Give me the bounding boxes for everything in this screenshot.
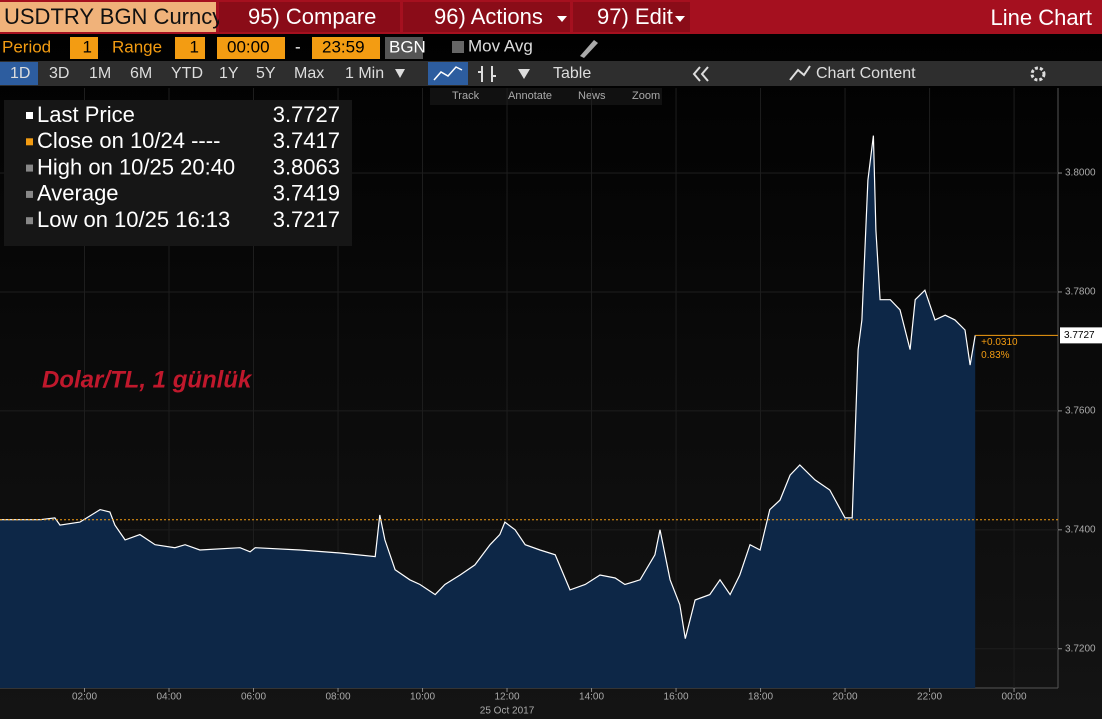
input-value: 00:00 — [227, 37, 270, 56]
y-tick-label: 3.7400 — [1065, 524, 1096, 535]
area — [0, 135, 976, 689]
legend-icon — [26, 164, 33, 172]
legend-icon — [26, 190, 33, 198]
change-pct-label: 0.83% — [981, 350, 1009, 361]
x-tick-label: 08:00 — [326, 692, 351, 703]
legend-value: 3.7419 — [273, 181, 340, 206]
menu: 96) Actions — [434, 4, 543, 29]
dropdown-icon — [395, 69, 405, 78]
last-price-label: 3.7727 — [1064, 330, 1095, 341]
legend-value: 3.7217 — [273, 207, 340, 232]
range-button[interactable]: 3D — [49, 65, 69, 82]
x-tick-label: 22:00 — [917, 692, 942, 703]
y-tick-label: 3.7600 — [1065, 406, 1096, 417]
range-button[interactable]: Max — [294, 65, 324, 82]
input-value: BGN — [389, 37, 426, 56]
label: Mov Avg — [468, 36, 533, 55]
checkbox[interactable] — [452, 41, 464, 53]
x-tick-label: 00:00 — [1002, 692, 1027, 703]
tool[interactable]: Annotate — [508, 90, 552, 102]
legend-name: Last Price — [37, 102, 135, 127]
legend-icon — [26, 112, 33, 119]
legend-value: 3.7417 — [273, 128, 340, 153]
collapse-icon[interactable] — [692, 66, 709, 82]
legend-value: 3.7727 — [273, 102, 340, 127]
legend-name: High on 10/25 20:40 — [37, 154, 235, 179]
x-tick-label: 16:00 — [664, 692, 689, 703]
table-button[interactable]: Table — [553, 65, 591, 82]
y-tick-label: 3.7800 — [1065, 287, 1096, 298]
menu-compare[interactable] — [219, 2, 400, 32]
input[interactable] — [312, 37, 380, 59]
input[interactable] — [70, 37, 98, 59]
annotation: Dolar/TL, 1 günlük — [42, 366, 253, 393]
input-value: 1 — [190, 37, 199, 56]
chart-content-icon — [789, 65, 811, 81]
x-tick-label: 18:00 — [748, 692, 773, 703]
input[interactable] — [217, 37, 285, 59]
dropdown-icon — [675, 16, 685, 22]
menu: 95) Compare — [248, 4, 376, 29]
label: Range — [112, 37, 162, 56]
chart-type-selected[interactable] — [428, 62, 468, 85]
tool[interactable]: Zoom — [632, 90, 660, 102]
change-label: +0.0310 — [981, 337, 1018, 348]
legend-name: Low on 10/25 16:13 — [37, 207, 230, 232]
x-tick-label: 20:00 — [833, 692, 858, 703]
gear-icon[interactable] — [1030, 66, 1046, 82]
input-value: 23:59 — [322, 37, 365, 56]
x-tick-label: 14:00 — [579, 692, 604, 703]
chart-content-button[interactable]: Chart Content — [816, 65, 916, 82]
view-name: Line Chart — [990, 5, 1092, 30]
range-selected[interactable] — [0, 62, 38, 85]
legend-value: 3.8063 — [273, 154, 340, 179]
x-tick-label: 12:00 — [495, 692, 520, 703]
x-axis-title: 25 Oct 2017 — [480, 706, 535, 717]
range-button[interactable]: 5Y — [256, 65, 276, 82]
line-icon — [433, 66, 463, 81]
last-price-box — [1060, 327, 1102, 344]
security: USDTRY BGN Curncy — [4, 4, 223, 29]
legend-box — [4, 100, 352, 246]
y-tick-label: 3.8000 — [1065, 168, 1096, 179]
security-box[interactable] — [0, 2, 216, 32]
legend-name: Average — [37, 181, 119, 206]
y-tick-label: 3.7200 — [1065, 643, 1096, 654]
input[interactable] — [385, 37, 423, 59]
x-tick-label: 10:00 — [410, 692, 435, 703]
bar-icon[interactable] — [478, 66, 496, 82]
price-line — [0, 135, 976, 639]
tool[interactable]: Track — [452, 90, 480, 102]
input[interactable] — [175, 37, 205, 59]
label: Period — [2, 37, 51, 56]
range-button[interactable]: YTD — [171, 65, 203, 82]
toolbar — [0, 61, 1102, 86]
range-button[interactable]: 6M — [130, 65, 152, 82]
x-tick-label: 02:00 — [72, 692, 97, 703]
input-value: 1 — [83, 37, 92, 56]
tools-bar — [430, 88, 662, 105]
dropdown-icon — [518, 69, 530, 79]
pen-icon[interactable] — [580, 40, 598, 58]
legend-name: Close on 10/24 ---- — [37, 128, 220, 153]
menu-edit[interactable] — [573, 2, 690, 32]
interval[interactable]: 1 Min — [345, 65, 384, 82]
range-button[interactable]: 1M — [89, 65, 111, 82]
legend-icon — [26, 138, 33, 146]
menu: 97) Edit — [597, 4, 673, 29]
range-button[interactable]: 1Y — [219, 65, 239, 82]
menu-actions[interactable] — [403, 2, 570, 32]
x-tick-label: 06:00 — [241, 692, 266, 703]
legend-icon — [26, 217, 33, 225]
range-button[interactable]: 1D — [10, 65, 30, 82]
x-tick-label: 04:00 — [156, 692, 181, 703]
dropdown-icon — [557, 16, 567, 22]
separator: - — [295, 37, 301, 56]
